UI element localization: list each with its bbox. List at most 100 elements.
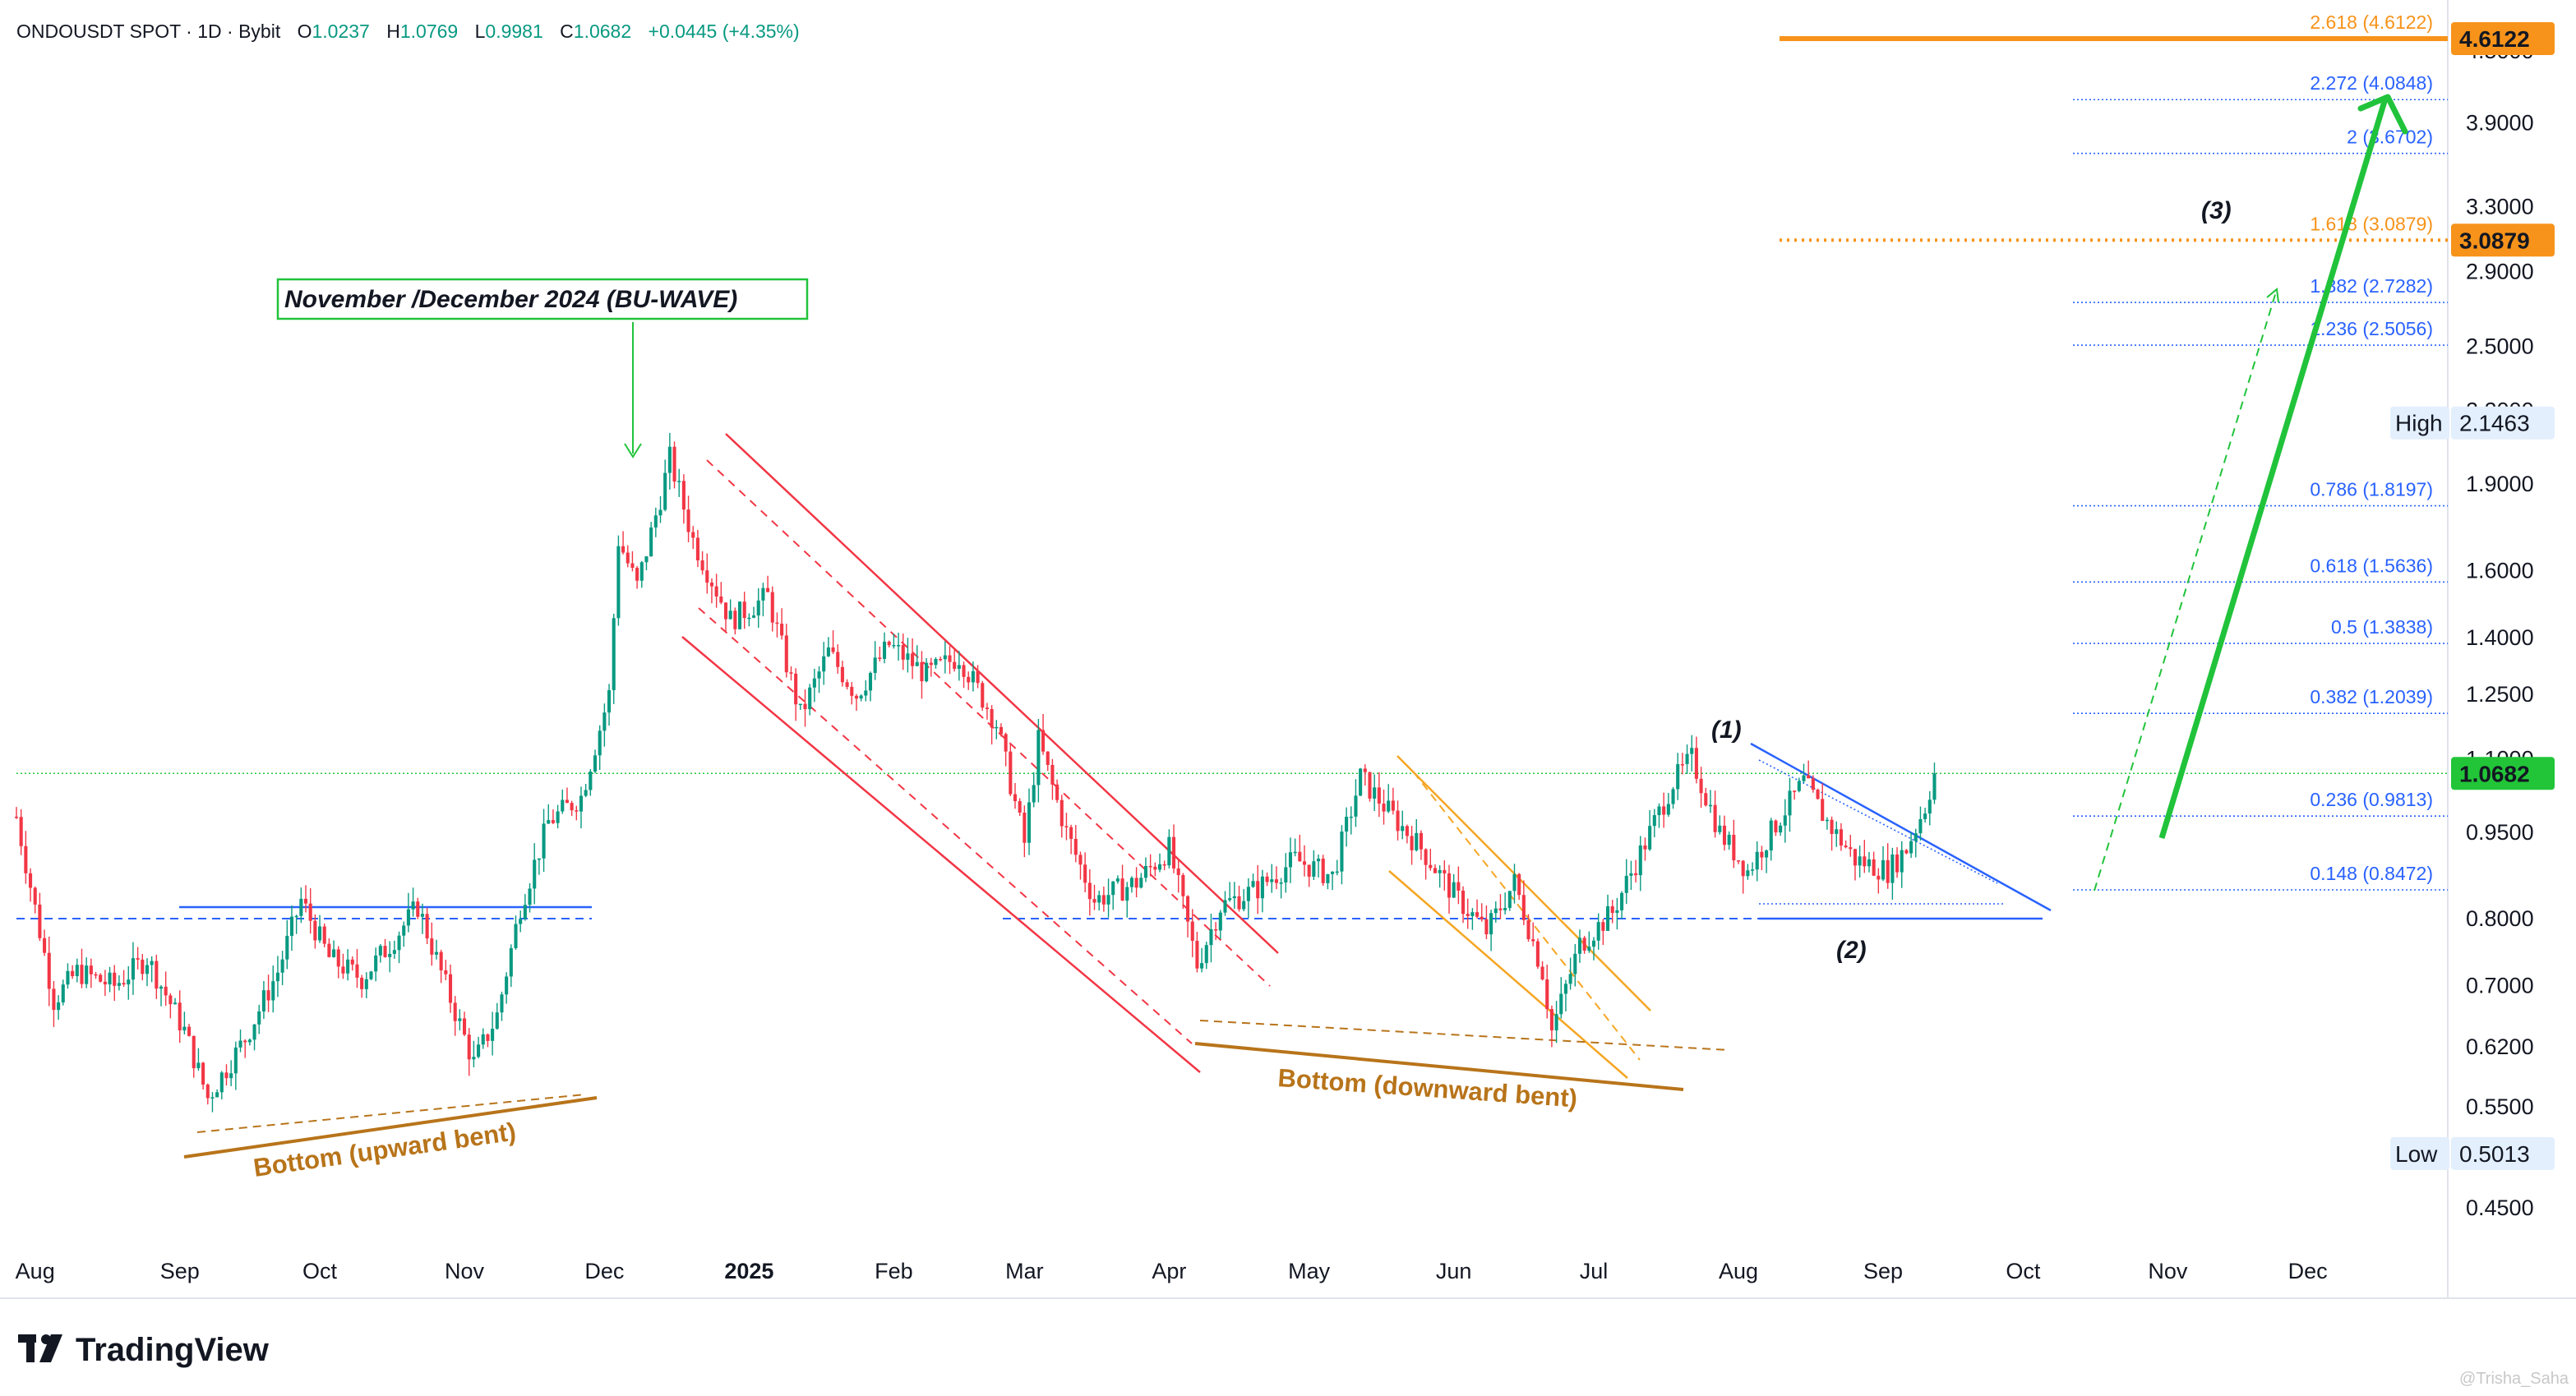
candle-body <box>369 971 373 979</box>
candle-body <box>1666 804 1670 815</box>
candle-body <box>1802 775 1806 781</box>
candle-body <box>303 898 308 904</box>
candle-body <box>313 920 317 941</box>
candle-body <box>1503 908 1507 910</box>
bottom-upward-line <box>183 1096 598 1159</box>
candle-body <box>1316 858 1321 862</box>
candle-body <box>1517 873 1521 896</box>
logo-text: TradingView <box>76 1332 270 1368</box>
candle-body <box>1676 764 1680 790</box>
candle-body <box>1900 850 1904 873</box>
tradingview-logo[interactable]: TradingView <box>18 1332 270 1368</box>
projection-arrowhead <box>2357 94 2408 135</box>
candle-body <box>219 1072 224 1093</box>
candle-body <box>397 935 401 951</box>
candle-body <box>1457 882 1461 891</box>
candle-body <box>327 943 331 957</box>
candle-body <box>472 1057 476 1060</box>
candle-body <box>1914 833 1918 841</box>
price-tag-bg <box>2451 223 2555 257</box>
candle-body <box>1162 864 1166 866</box>
candle-body <box>1260 876 1264 899</box>
candle-body <box>47 952 51 989</box>
candle-body <box>1419 832 1423 850</box>
candle-body <box>1125 887 1129 901</box>
candle-body <box>1839 829 1843 846</box>
candle-body <box>1331 871 1335 874</box>
candle-body <box>667 446 672 473</box>
watermark-text: @Trisha_Saha <box>2459 1370 2569 1388</box>
candle-body <box>1200 963 1204 969</box>
candle-body <box>1918 818 1923 834</box>
low-value: 0.9981 <box>485 21 542 42</box>
candle-body <box>1577 938 1582 954</box>
candle-body <box>854 695 859 699</box>
tv-logo-icon <box>18 1334 62 1362</box>
candle-body <box>406 909 410 926</box>
candle-body <box>1648 826 1652 850</box>
candle-body <box>1246 887 1250 901</box>
candle-body <box>822 656 826 672</box>
candle-body <box>355 964 359 978</box>
candle-body <box>943 655 947 660</box>
candle-body <box>1493 908 1498 914</box>
channel-mid-line <box>706 459 1271 987</box>
candle-body <box>845 682 849 687</box>
candle-body <box>971 670 975 683</box>
candle-body <box>584 790 588 796</box>
candle-body <box>803 703 807 710</box>
candle-body <box>1722 825 1727 845</box>
bottom-downward-label: Bottom (downward bent) <box>1277 1063 1579 1113</box>
price-tag-label: 1.0682 <box>2459 761 2530 786</box>
candle-body <box>1293 851 1297 854</box>
candle-body <box>1573 953 1577 974</box>
candle-body <box>210 1097 215 1099</box>
candle-body <box>1671 789 1675 804</box>
fib-label: 2.618 (4.6122) <box>2310 12 2433 33</box>
projection-arrow-line <box>2158 97 2389 840</box>
candle-body <box>985 707 989 709</box>
candle-body <box>630 563 635 569</box>
price-tag-bg <box>2451 757 2555 790</box>
candle-body <box>1013 794 1018 802</box>
candle-body <box>509 947 513 977</box>
candle-body <box>1718 825 1722 832</box>
candle-body <box>1401 826 1405 832</box>
candle-body <box>1849 847 1853 850</box>
open-value: 1.0237 <box>312 21 369 42</box>
candle-body <box>612 618 616 690</box>
candle-body <box>1083 864 1087 883</box>
candle-body <box>817 671 821 679</box>
candle-body <box>1484 919 1489 935</box>
candle-body <box>1284 867 1288 883</box>
candle-body <box>1475 912 1480 917</box>
y-tick-label: 3.3000 <box>2466 195 2534 219</box>
candle-body <box>1134 878 1138 888</box>
candle-body <box>1932 773 1937 800</box>
high-label: H <box>386 21 400 42</box>
candle-body <box>1223 900 1227 913</box>
price-tag-caption-bg <box>2390 1136 2449 1170</box>
candle-body <box>873 657 877 673</box>
candle-body <box>453 1002 457 1021</box>
candle-body <box>1429 864 1433 868</box>
candle-body <box>1148 865 1152 868</box>
candle-body <box>1396 810 1400 832</box>
candle-body <box>981 683 985 708</box>
candle-body <box>388 953 392 957</box>
bottom-upward-dashed <box>196 1094 586 1133</box>
candle-body <box>1816 790 1820 799</box>
candle-body <box>1858 856 1862 866</box>
candle-body <box>695 537 699 560</box>
candle-body <box>691 532 695 538</box>
candle-body <box>1797 781 1801 791</box>
candle-body <box>458 1018 462 1021</box>
fib-label: 0.382 (1.2039) <box>2310 686 2433 707</box>
change-value: +0.0445 (+4.35%) <box>649 21 800 42</box>
y-tick-label: 1.9000 <box>2466 472 2534 496</box>
candle-body <box>1186 896 1190 922</box>
candle-body <box>1171 836 1176 868</box>
candle-body <box>602 712 607 731</box>
candle-body <box>1835 829 1839 834</box>
